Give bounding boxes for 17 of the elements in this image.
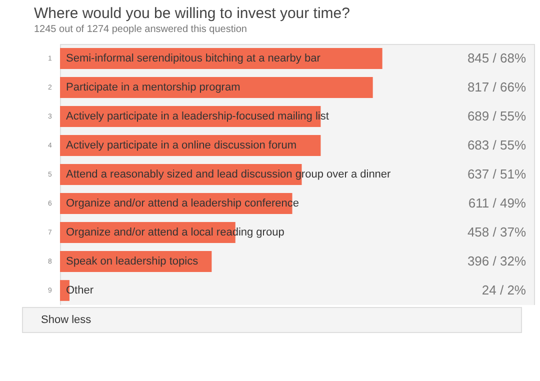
y-tick-label: Participate in a mentorship program bbox=[66, 82, 240, 94]
data-label: 845 / 68% bbox=[467, 50, 526, 66]
data-label: 683 / 55% bbox=[467, 138, 526, 152]
y-tick-label: Actively participate in a online discussion forum bbox=[66, 140, 297, 152]
text: Show less bbox=[22, 307, 522, 333]
bar bbox=[60, 77, 373, 98]
chart-subtitle: 1245 out of 1274 people answered this question bbox=[34, 24, 247, 35]
data-label: 458 / 37% bbox=[467, 224, 526, 240]
data-label: 611 / 49% bbox=[468, 196, 526, 210]
chart-title: Where would you be willing to invest your time? bbox=[34, 5, 350, 22]
data-label: 637 / 51% bbox=[467, 166, 526, 182]
data-label: 817 / 66% bbox=[467, 80, 526, 94]
y-tick-label: Speak on leadership topics bbox=[66, 256, 199, 268]
data-label: 24 / 2% bbox=[482, 282, 526, 298]
data-label: 396 / 32% bbox=[467, 254, 526, 268]
y-tick-label: Semi-informal serendipitous bitching at a nearby bar bbox=[66, 52, 321, 64]
data-label: 689 / 55% bbox=[467, 108, 526, 124]
